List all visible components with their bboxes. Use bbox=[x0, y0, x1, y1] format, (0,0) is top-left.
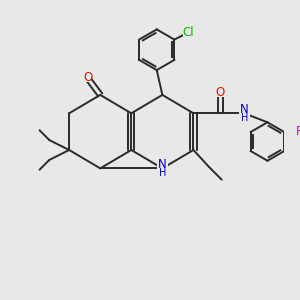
Text: N: N bbox=[240, 103, 249, 116]
Text: O: O bbox=[216, 86, 225, 99]
Text: Cl: Cl bbox=[183, 26, 194, 39]
Text: N: N bbox=[158, 158, 167, 172]
Bar bbox=[239, 107, 250, 120]
Text: O: O bbox=[83, 71, 92, 85]
Text: H: H bbox=[159, 168, 166, 178]
Bar bbox=[182, 28, 194, 37]
Bar bbox=[84, 74, 92, 82]
Bar bbox=[296, 128, 300, 136]
Bar bbox=[157, 162, 168, 175]
Bar bbox=[216, 89, 224, 97]
Text: H: H bbox=[241, 113, 248, 123]
Text: F: F bbox=[296, 125, 300, 138]
